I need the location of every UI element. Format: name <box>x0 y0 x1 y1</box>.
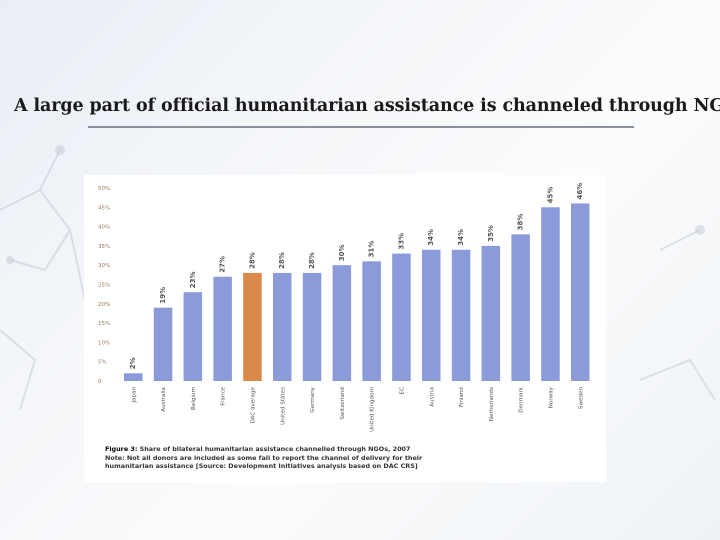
value-label: 28% <box>278 252 286 269</box>
category-label: Finland <box>459 387 465 407</box>
y-tick-label: 35% <box>98 244 110 250</box>
bar-chart: 0 5% 10% 15% 20% 25% 30% 35% 40% 45% 50% 2% Japan 19%… <box>98 183 590 432</box>
slide-title: A large part of official humanitarian as… <box>14 96 720 116</box>
y-tick-label: 5% <box>98 360 107 366</box>
bar <box>541 207 560 381</box>
bar <box>302 272 322 381</box>
value-label: 19% <box>159 287 167 304</box>
y-tick-label: 20% <box>98 302 110 308</box>
value-label: 34% <box>427 229 435 246</box>
category-label: Australia <box>161 387 167 412</box>
bar <box>183 292 203 381</box>
value-label: 45% <box>546 187 554 204</box>
category-label: France <box>221 386 227 405</box>
bar <box>571 203 590 381</box>
value-label: 35% <box>487 225 495 242</box>
bar <box>481 245 501 381</box>
value-label: 31% <box>368 241 376 258</box>
bar <box>362 261 381 381</box>
category-label: Sweden <box>578 387 584 410</box>
value-label: 46% <box>576 183 584 200</box>
category-label: Switzerland <box>340 387 346 420</box>
value-label: 30% <box>338 244 346 261</box>
value-label: 34% <box>457 229 465 246</box>
category-label: EC <box>399 387 405 395</box>
bar <box>422 249 441 381</box>
y-tick-label: 10% <box>98 340 110 346</box>
value-label: 28% <box>248 252 256 269</box>
figure-panel: 0 5% 10% 15% 20% 25% 30% 35% 40% 45% 50% 2% Japan 19%… <box>84 175 606 482</box>
bar <box>392 253 411 381</box>
value-label: 33% <box>397 233 405 250</box>
bar <box>332 265 352 381</box>
value-label: 2% <box>129 357 137 369</box>
y-tick-label: 0 <box>98 379 102 385</box>
category-label: Netherlands <box>489 387 495 421</box>
y-tick-label: 45% <box>98 205 110 211</box>
bar <box>243 272 262 381</box>
y-tick-label: 30% <box>98 263 110 269</box>
bar <box>213 276 232 381</box>
title-divider <box>88 126 634 128</box>
y-tick-label: 40% <box>98 225 110 231</box>
figure-caption-note-line-1: Note: Not all donors are included as som… <box>105 453 423 462</box>
y-tick-label: 25% <box>98 283 110 289</box>
y-tick-label: 15% <box>98 321 110 327</box>
category-label: Belgium <box>191 387 197 410</box>
category-label: DAC average <box>250 386 256 423</box>
value-label: 27% <box>219 256 227 273</box>
bar <box>153 307 173 381</box>
bar <box>451 249 471 381</box>
figure-caption-note-line-2: humanitarian assistance [Source: Develop… <box>105 462 418 471</box>
category-label: Japan <box>131 387 137 404</box>
category-label: Denmark <box>519 386 525 412</box>
figure-caption-label: Figure 3: <box>105 445 138 453</box>
value-label: 28% <box>308 252 316 269</box>
category-label: United States <box>280 387 286 425</box>
y-tick-label: 50% <box>98 186 110 192</box>
bar <box>273 272 292 381</box>
category-label: United Kingdom <box>370 387 376 432</box>
category-label: Austria <box>429 387 435 407</box>
category-label: Norway <box>548 386 554 408</box>
category-label: Germany <box>310 386 316 412</box>
value-label: 23% <box>189 271 197 288</box>
bar <box>124 373 143 381</box>
figure-caption: Figure 3: Share of bilateral humanitaria… <box>105 445 595 471</box>
figure-caption-title: Share of bilateral humanitarian assistan… <box>139 445 411 453</box>
value-label: 38% <box>517 214 525 231</box>
bar <box>511 234 530 381</box>
